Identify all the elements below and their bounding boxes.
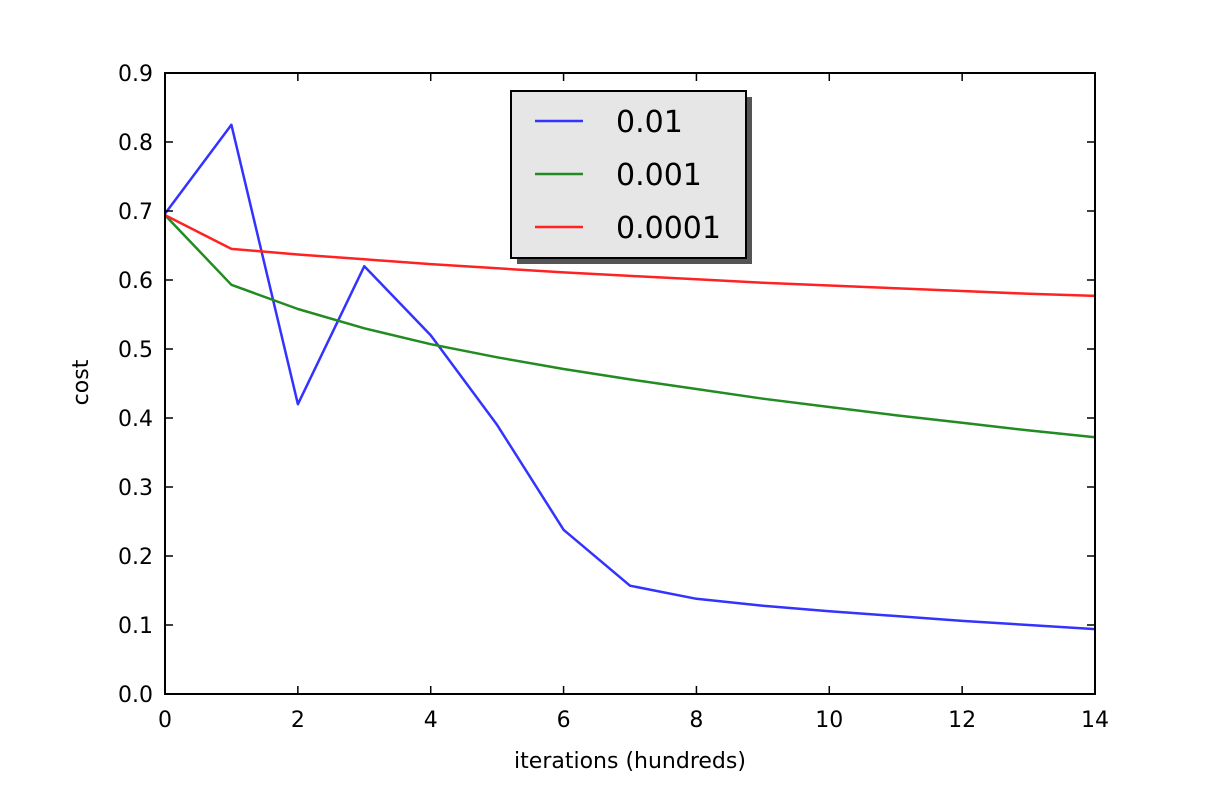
legend: 0.01 0.001 0.0001 bbox=[510, 90, 752, 264]
ticks-layer: 0 2 4 6 8 10 12 14 0.0 0.1 0.2 0.3 0.4 0.5 0.6 0.7 0.8 0.… bbox=[118, 62, 1109, 733]
y-tick-label: 0.9 bbox=[118, 62, 153, 87]
y-tick-label: 0.6 bbox=[118, 269, 153, 294]
legend-label-0: 0.01 bbox=[616, 105, 683, 140]
y-tick-label: 0.2 bbox=[118, 545, 153, 570]
y-tick-label: 0.8 bbox=[118, 131, 153, 156]
legend-label-2: 0.0001 bbox=[616, 211, 721, 246]
x-tick-label: 2 bbox=[291, 708, 305, 733]
x-tick-label: 0 bbox=[158, 708, 172, 733]
y-tick-label: 0.3 bbox=[118, 476, 153, 501]
series-line-1 bbox=[164, 214, 1096, 439]
legend-items: 0.01 0.001 0.0001 bbox=[535, 105, 721, 246]
x-tick-label: 12 bbox=[948, 708, 976, 733]
plot-frame bbox=[164, 72, 1096, 695]
x-tick-label: 4 bbox=[424, 708, 438, 733]
y-tick-label: 0.0 bbox=[118, 683, 153, 708]
y-tick-label: 0.5 bbox=[118, 338, 153, 363]
x-tick-label: 6 bbox=[557, 708, 571, 733]
y-tick-label: 0.1 bbox=[118, 614, 153, 639]
y-tick-label: 0.7 bbox=[118, 200, 153, 225]
series-line-2 bbox=[164, 213, 1096, 298]
x-axis-label: iterations (hundreds) bbox=[514, 749, 746, 774]
y-tick-label: 0.4 bbox=[118, 407, 153, 432]
x-tick-label: 10 bbox=[815, 708, 843, 733]
legend-label-1: 0.001 bbox=[616, 158, 702, 193]
x-tick-label: 8 bbox=[689, 708, 703, 733]
series-layer bbox=[163, 123, 1096, 631]
y-axis-label: cost bbox=[69, 359, 94, 405]
x-tick-label: 14 bbox=[1081, 708, 1109, 733]
series-line-0 bbox=[163, 123, 1096, 631]
